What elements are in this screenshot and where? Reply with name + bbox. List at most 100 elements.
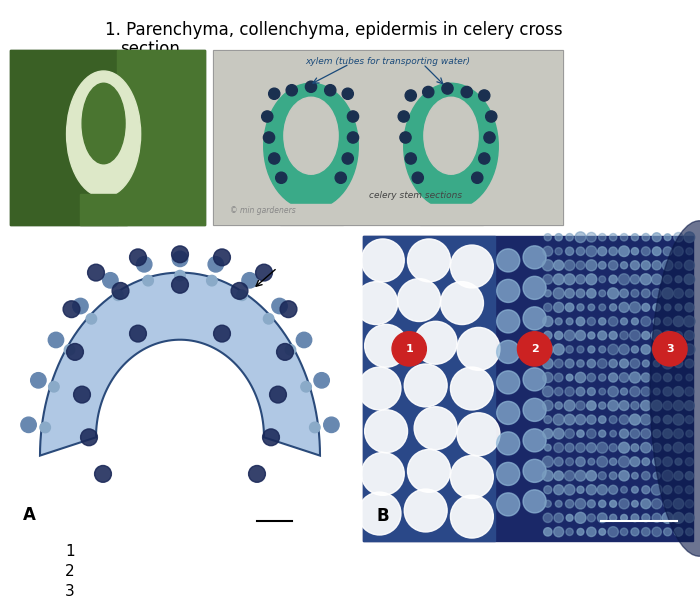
Circle shape bbox=[587, 500, 595, 508]
Text: 2: 2 bbox=[531, 344, 538, 354]
Circle shape bbox=[542, 344, 553, 355]
Circle shape bbox=[631, 346, 638, 353]
Circle shape bbox=[684, 316, 695, 327]
Circle shape bbox=[554, 260, 564, 270]
Ellipse shape bbox=[94, 465, 111, 482]
Circle shape bbox=[631, 234, 638, 241]
Ellipse shape bbox=[214, 249, 230, 266]
Ellipse shape bbox=[231, 283, 248, 299]
Circle shape bbox=[685, 261, 694, 270]
Circle shape bbox=[673, 414, 684, 425]
Ellipse shape bbox=[262, 429, 279, 446]
Circle shape bbox=[554, 485, 564, 495]
Circle shape bbox=[662, 358, 673, 369]
Text: 2: 2 bbox=[65, 563, 75, 579]
Circle shape bbox=[685, 528, 693, 536]
Circle shape bbox=[423, 86, 434, 97]
Circle shape bbox=[652, 527, 662, 536]
Circle shape bbox=[575, 470, 586, 481]
Circle shape bbox=[610, 514, 617, 522]
Circle shape bbox=[673, 232, 683, 242]
Circle shape bbox=[272, 299, 287, 314]
Circle shape bbox=[544, 331, 552, 340]
Circle shape bbox=[276, 172, 287, 183]
Circle shape bbox=[664, 346, 671, 354]
Circle shape bbox=[587, 527, 596, 536]
Circle shape bbox=[629, 372, 641, 383]
Circle shape bbox=[640, 414, 651, 425]
Circle shape bbox=[653, 303, 661, 311]
Circle shape bbox=[577, 486, 584, 493]
Circle shape bbox=[619, 345, 629, 355]
Ellipse shape bbox=[82, 83, 125, 164]
Bar bbox=[118, 50, 205, 225]
Circle shape bbox=[684, 232, 694, 243]
Text: © min gardeners: © min gardeners bbox=[230, 207, 296, 215]
Circle shape bbox=[641, 345, 650, 354]
Circle shape bbox=[553, 344, 564, 355]
Circle shape bbox=[407, 449, 451, 492]
Circle shape bbox=[577, 346, 584, 353]
Circle shape bbox=[673, 429, 683, 438]
Circle shape bbox=[597, 513, 607, 523]
Circle shape bbox=[609, 472, 617, 479]
Circle shape bbox=[652, 345, 662, 354]
Circle shape bbox=[642, 303, 650, 311]
Circle shape bbox=[642, 514, 650, 522]
Circle shape bbox=[630, 429, 640, 438]
Circle shape bbox=[405, 489, 447, 532]
Ellipse shape bbox=[63, 301, 80, 318]
Circle shape bbox=[587, 318, 596, 326]
Circle shape bbox=[484, 132, 495, 143]
Circle shape bbox=[237, 290, 247, 300]
Text: 3: 3 bbox=[65, 584, 75, 598]
Circle shape bbox=[523, 429, 546, 452]
Bar bbox=[5, 236, 355, 541]
Text: A: A bbox=[22, 506, 36, 524]
Circle shape bbox=[575, 330, 585, 340]
Circle shape bbox=[566, 318, 573, 325]
Circle shape bbox=[172, 251, 188, 267]
Circle shape bbox=[620, 262, 628, 269]
Circle shape bbox=[598, 318, 606, 325]
Circle shape bbox=[566, 528, 573, 536]
Circle shape bbox=[542, 400, 553, 411]
Circle shape bbox=[355, 281, 398, 324]
Text: section: section bbox=[120, 40, 180, 58]
Circle shape bbox=[685, 471, 694, 480]
Circle shape bbox=[555, 234, 562, 241]
Bar bbox=[363, 236, 495, 541]
Bar bbox=[213, 50, 563, 225]
Circle shape bbox=[523, 246, 546, 269]
Circle shape bbox=[479, 90, 490, 101]
Circle shape bbox=[674, 359, 682, 368]
Circle shape bbox=[565, 429, 575, 438]
Circle shape bbox=[566, 234, 573, 241]
Circle shape bbox=[619, 456, 629, 467]
Circle shape bbox=[673, 387, 683, 397]
Circle shape bbox=[610, 304, 617, 311]
Circle shape bbox=[631, 289, 639, 297]
Circle shape bbox=[554, 359, 563, 368]
Circle shape bbox=[486, 111, 497, 122]
Circle shape bbox=[598, 430, 606, 437]
Circle shape bbox=[620, 429, 629, 438]
Circle shape bbox=[497, 280, 519, 302]
Circle shape bbox=[675, 374, 682, 381]
Circle shape bbox=[564, 400, 575, 411]
Ellipse shape bbox=[130, 249, 146, 266]
Circle shape bbox=[296, 332, 312, 348]
Circle shape bbox=[652, 274, 662, 284]
Circle shape bbox=[542, 456, 553, 467]
Circle shape bbox=[652, 430, 661, 438]
Circle shape bbox=[554, 513, 564, 522]
Circle shape bbox=[631, 514, 639, 522]
Circle shape bbox=[641, 261, 650, 270]
Circle shape bbox=[542, 260, 554, 271]
Circle shape bbox=[586, 260, 597, 271]
Circle shape bbox=[554, 457, 563, 466]
Circle shape bbox=[675, 486, 682, 493]
Circle shape bbox=[523, 368, 546, 391]
Circle shape bbox=[597, 442, 608, 453]
Circle shape bbox=[305, 81, 316, 93]
